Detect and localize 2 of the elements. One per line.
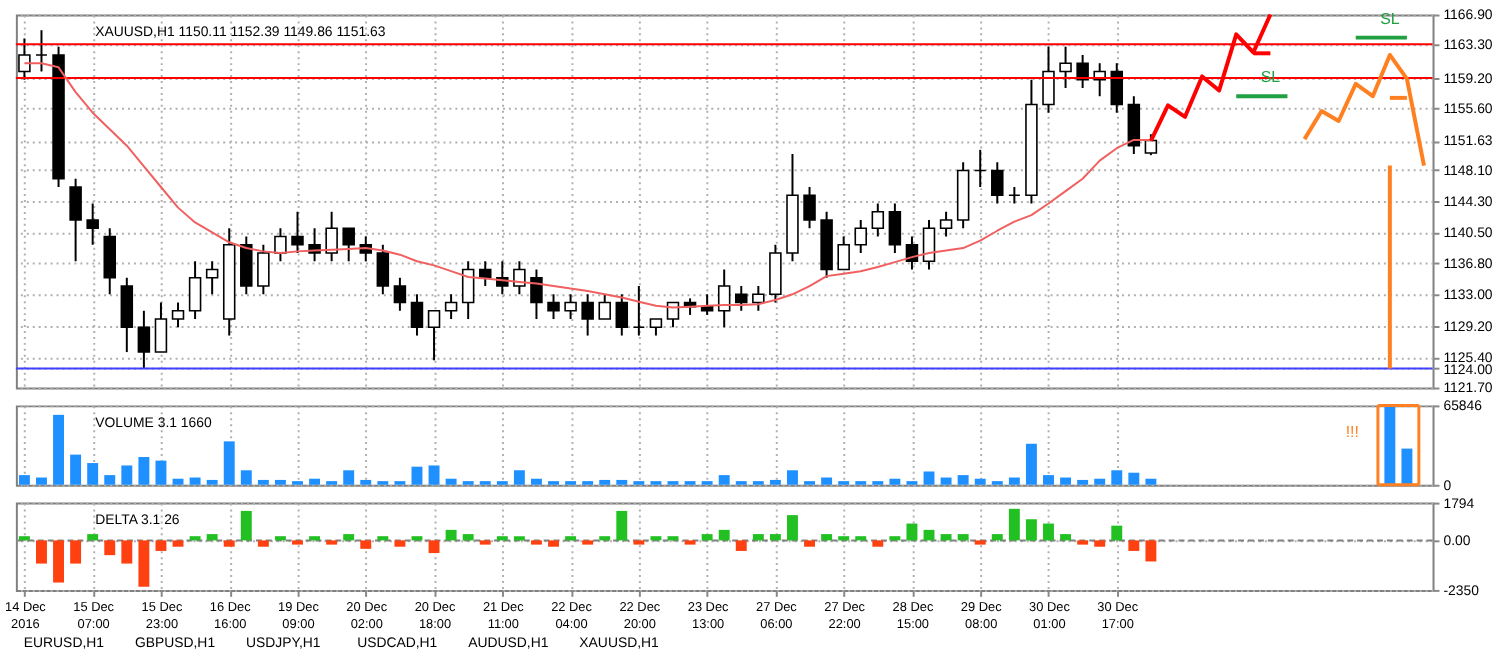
series-label: SL [1380,9,1401,28]
annotation: !!! [1345,423,1359,442]
